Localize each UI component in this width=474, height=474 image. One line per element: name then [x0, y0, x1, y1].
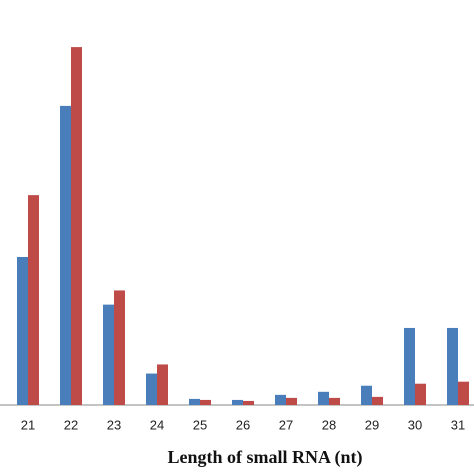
x-axis-title: Length of small RNA (nt)	[167, 447, 362, 468]
bar	[404, 327, 415, 405]
bar	[275, 394, 286, 405]
bar	[318, 391, 329, 405]
bar	[286, 397, 297, 405]
bar	[157, 364, 168, 405]
bar	[103, 304, 114, 405]
bar	[372, 396, 383, 405]
x-tick-label: 27	[279, 417, 293, 432]
bar	[71, 47, 82, 405]
bar	[60, 105, 71, 406]
bar	[189, 398, 200, 405]
x-tick-label: 21	[21, 417, 35, 432]
x-tick-label: 28	[322, 417, 336, 432]
x-tick-label: 24	[150, 417, 164, 432]
x-tick-label: 25	[193, 417, 207, 432]
bar	[200, 399, 211, 405]
bar	[243, 400, 254, 405]
bar	[458, 381, 469, 405]
x-tick-label: 31	[451, 417, 465, 432]
bar	[232, 399, 243, 405]
x-tick-label: 23	[107, 417, 121, 432]
bar	[146, 373, 157, 405]
bar	[361, 385, 372, 405]
x-tick-label: 22	[64, 417, 78, 432]
bar	[329, 397, 340, 405]
x-tick-label: 26	[236, 417, 250, 432]
bar	[28, 195, 39, 405]
bar	[447, 327, 458, 405]
x-tick-label: 30	[408, 417, 422, 432]
bar	[114, 290, 125, 405]
bar	[415, 383, 426, 405]
x-tick-label: 29	[365, 417, 379, 432]
bar	[17, 256, 28, 405]
